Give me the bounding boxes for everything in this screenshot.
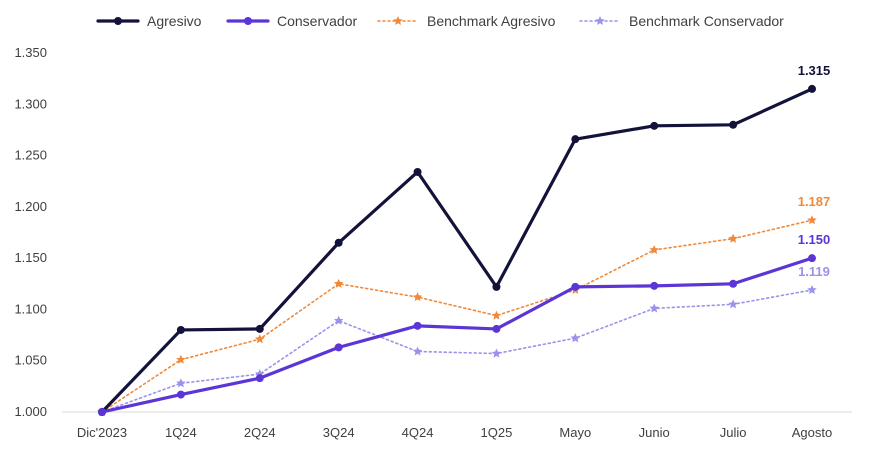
series-line xyxy=(100,87,814,414)
data-point xyxy=(807,215,817,225)
y-tick-label: 1.300 xyxy=(14,96,47,111)
x-axis: Dic'2023 1Q24 2Q24 3Q24 4Q24 1Q25 Mayo Junio Jul… xyxy=(77,425,832,440)
legend-marker xyxy=(393,16,403,26)
legend: Agresivo Conservador Benchmark Agresivo Ben… xyxy=(96,13,784,29)
data-point xyxy=(649,303,659,313)
end-value-label: 1.187 xyxy=(798,194,831,209)
data-point xyxy=(808,254,816,263)
data-point xyxy=(333,278,344,288)
legend-marker xyxy=(595,16,605,26)
data-point xyxy=(334,343,343,352)
legend-label: Conservador xyxy=(277,13,357,29)
data-point xyxy=(807,284,817,294)
data-point xyxy=(492,324,501,333)
data-point xyxy=(728,299,738,309)
data-point xyxy=(649,244,659,254)
legend-marker xyxy=(244,17,252,25)
data-point xyxy=(650,121,659,130)
data-point xyxy=(570,333,581,343)
data-point xyxy=(413,321,422,330)
x-tick-label: 2Q24 xyxy=(244,425,276,440)
data-point xyxy=(176,354,186,364)
series-line xyxy=(101,219,813,413)
data-point xyxy=(491,348,502,358)
y-tick-label: 1.000 xyxy=(14,404,47,419)
y-tick-label: 1.100 xyxy=(14,301,47,316)
legend-item-benchmark-conservador: Benchmark Conservador xyxy=(579,13,784,29)
y-tick-label: 1.250 xyxy=(14,148,47,163)
data-point xyxy=(808,84,816,93)
data-point xyxy=(255,324,264,333)
legend-label: Agresivo xyxy=(147,13,202,29)
end-labels: 1.315 1.150 1.187 1.119 xyxy=(798,63,831,279)
data-point xyxy=(176,378,186,388)
y-tick-label: 1.200 xyxy=(14,199,47,214)
series-line xyxy=(100,256,814,414)
end-value-label: 1.315 xyxy=(798,63,831,78)
data-point xyxy=(255,334,265,344)
data-point xyxy=(650,281,659,290)
series-line xyxy=(101,289,813,413)
legend-item-conservador: Conservador xyxy=(226,13,357,29)
x-tick-label: 1Q24 xyxy=(165,425,197,440)
data-point xyxy=(491,310,502,320)
data-point xyxy=(334,238,343,247)
series-benchmark-agresivo xyxy=(97,215,817,417)
series-layer xyxy=(97,84,817,417)
end-value-label: 1.150 xyxy=(798,232,831,247)
legend-item-benchmark-agresivo: Benchmark Agresivo xyxy=(377,13,556,29)
data-point xyxy=(571,282,580,291)
legend-label: Benchmark Conservador xyxy=(629,13,784,29)
data-point xyxy=(176,325,185,334)
data-point xyxy=(729,120,738,129)
y-tick-label: 1.150 xyxy=(14,250,47,265)
x-tick-label: 4Q24 xyxy=(402,425,434,440)
series-conservador xyxy=(98,254,816,416)
data-point xyxy=(492,282,501,291)
y-tick-label: 1.050 xyxy=(14,353,47,368)
legend-marker xyxy=(114,17,122,25)
series-benchmark-conservador xyxy=(97,284,817,417)
x-tick-label: Junio xyxy=(639,425,670,440)
data-point xyxy=(98,408,106,416)
y-axis: 1.000 1.050 1.100 1.150 1.200 1.250 1.300 1.350 xyxy=(14,45,47,419)
data-point xyxy=(176,390,185,399)
x-tick-label: Julio xyxy=(720,425,747,440)
data-point xyxy=(412,346,423,356)
data-point xyxy=(729,279,738,288)
data-point xyxy=(728,233,738,243)
x-tick-label: 1Q25 xyxy=(481,425,513,440)
x-tick-label: Dic'2023 xyxy=(77,425,127,440)
x-tick-label: 3Q24 xyxy=(323,425,355,440)
legend-label: Benchmark Agresivo xyxy=(427,13,556,29)
end-value-label: 1.119 xyxy=(798,264,830,279)
y-tick-label: 1.350 xyxy=(14,45,47,60)
data-point xyxy=(255,374,264,383)
data-point xyxy=(333,315,344,325)
x-tick-label: Agosto xyxy=(792,425,832,440)
data-point xyxy=(571,135,580,144)
x-tick-label: Mayo xyxy=(559,425,591,440)
series-agresivo xyxy=(98,84,816,416)
data-point xyxy=(412,292,423,302)
data-point xyxy=(413,167,422,176)
legend-item-agresivo: Agresivo xyxy=(96,13,202,29)
